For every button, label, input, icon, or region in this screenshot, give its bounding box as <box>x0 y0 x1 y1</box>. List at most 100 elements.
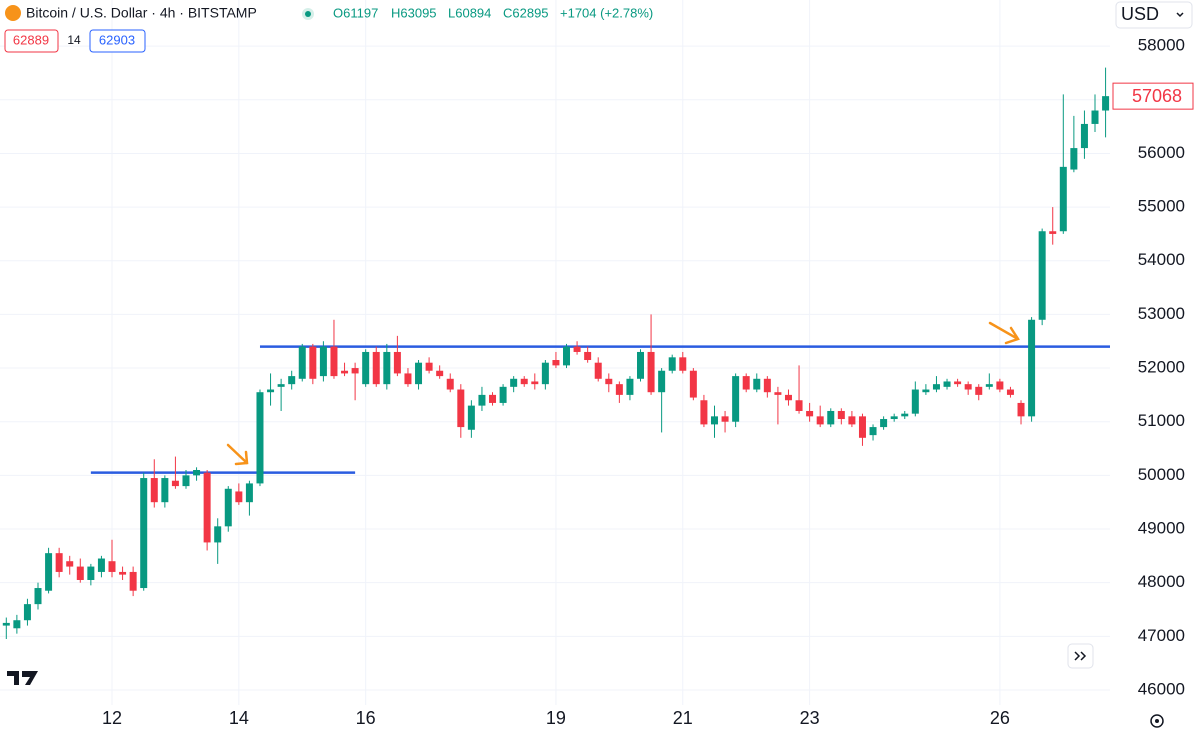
body <box>901 413 909 417</box>
price-axis-bg <box>1110 0 1195 740</box>
arrows <box>226 321 1020 466</box>
body <box>615 384 623 395</box>
x-tick-label: 21 <box>673 708 693 728</box>
x-tick-label: 23 <box>800 708 820 728</box>
x-tick-label: 26 <box>990 708 1010 728</box>
currency-button[interactable] <box>1115 1 1193 29</box>
y-tick-label: 47000 <box>1138 626 1185 645</box>
last-price-box <box>1112 82 1194 110</box>
body <box>1017 402 1025 417</box>
body <box>552 360 560 366</box>
body <box>319 346 327 377</box>
body <box>267 389 275 393</box>
body <box>943 381 951 387</box>
body <box>235 491 243 503</box>
body <box>837 410 845 420</box>
body <box>383 351 391 385</box>
body <box>150 478 158 503</box>
ask: 62903 <box>99 32 135 47</box>
bid: 62889 <box>13 32 49 47</box>
scroll-button[interactable] <box>1067 643 1094 669</box>
body <box>34 588 42 605</box>
body <box>415 362 423 385</box>
body <box>763 378 771 393</box>
open: O61197 <box>333 5 378 20</box>
y-tick-label: 54000 <box>1138 250 1185 269</box>
body <box>584 351 592 361</box>
body <box>795 400 803 411</box>
body <box>1080 123 1088 149</box>
body <box>457 389 465 428</box>
arrow <box>226 443 249 466</box>
body <box>214 526 222 543</box>
body <box>1091 110 1099 124</box>
body <box>1006 389 1014 395</box>
y-tick-label: 50000 <box>1138 465 1185 484</box>
x-tick-label: 19 <box>546 708 566 728</box>
body <box>76 566 84 580</box>
body <box>668 357 676 371</box>
body <box>531 381 539 385</box>
body <box>140 478 148 589</box>
body <box>541 362 549 385</box>
body <box>658 370 666 393</box>
body <box>964 384 972 390</box>
body <box>563 346 571 366</box>
body <box>129 571 137 591</box>
body <box>45 553 53 591</box>
grid <box>0 0 1110 705</box>
ask-box[interactable] <box>89 29 146 53</box>
spread: 14 <box>67 33 81 47</box>
body <box>404 373 412 385</box>
symbol: Bitcoin / U.S. Dollar · 4h · BITSTAMP <box>26 5 257 21</box>
body <box>869 427 877 436</box>
body <box>203 472 211 543</box>
body <box>954 381 962 385</box>
y-tick-label: 58000 <box>1138 36 1185 55</box>
body <box>224 488 232 527</box>
body <box>827 410 835 425</box>
body <box>66 561 74 567</box>
y-tick-label: 52000 <box>1138 358 1185 377</box>
body <box>446 378 454 390</box>
low: L60894 <box>448 5 491 20</box>
y-tick-label: 51000 <box>1138 411 1185 430</box>
body <box>171 480 179 487</box>
coin-icon <box>5 5 21 21</box>
chevron <box>1176 12 1184 18</box>
body <box>890 416 898 420</box>
body <box>975 386 983 395</box>
body <box>362 351 370 385</box>
body <box>626 378 634 395</box>
body <box>2 622 10 626</box>
body <box>55 553 63 572</box>
body <box>647 351 655 393</box>
body <box>351 368 359 374</box>
body <box>520 378 528 385</box>
body <box>87 566 95 580</box>
body <box>848 416 856 425</box>
bid-box[interactable] <box>4 29 59 53</box>
settings-core <box>1155 719 1159 723</box>
close: C62895 <box>503 5 549 20</box>
settings-button[interactable] <box>1150 714 1164 728</box>
body <box>1049 231 1057 234</box>
y-tick-label: 56000 <box>1138 143 1185 162</box>
body <box>97 558 105 572</box>
body <box>119 571 127 575</box>
candles <box>2 67 1110 640</box>
body <box>298 346 306 379</box>
body <box>594 362 602 379</box>
body <box>341 370 349 374</box>
arrow <box>988 321 1020 345</box>
logo <box>7 671 38 685</box>
status-dot-core <box>305 11 311 17</box>
body <box>774 392 782 395</box>
body <box>700 400 708 425</box>
body <box>922 389 930 393</box>
body <box>1102 96 1110 111</box>
body <box>732 376 740 422</box>
body <box>510 378 518 387</box>
body <box>372 351 380 385</box>
body <box>182 475 190 487</box>
